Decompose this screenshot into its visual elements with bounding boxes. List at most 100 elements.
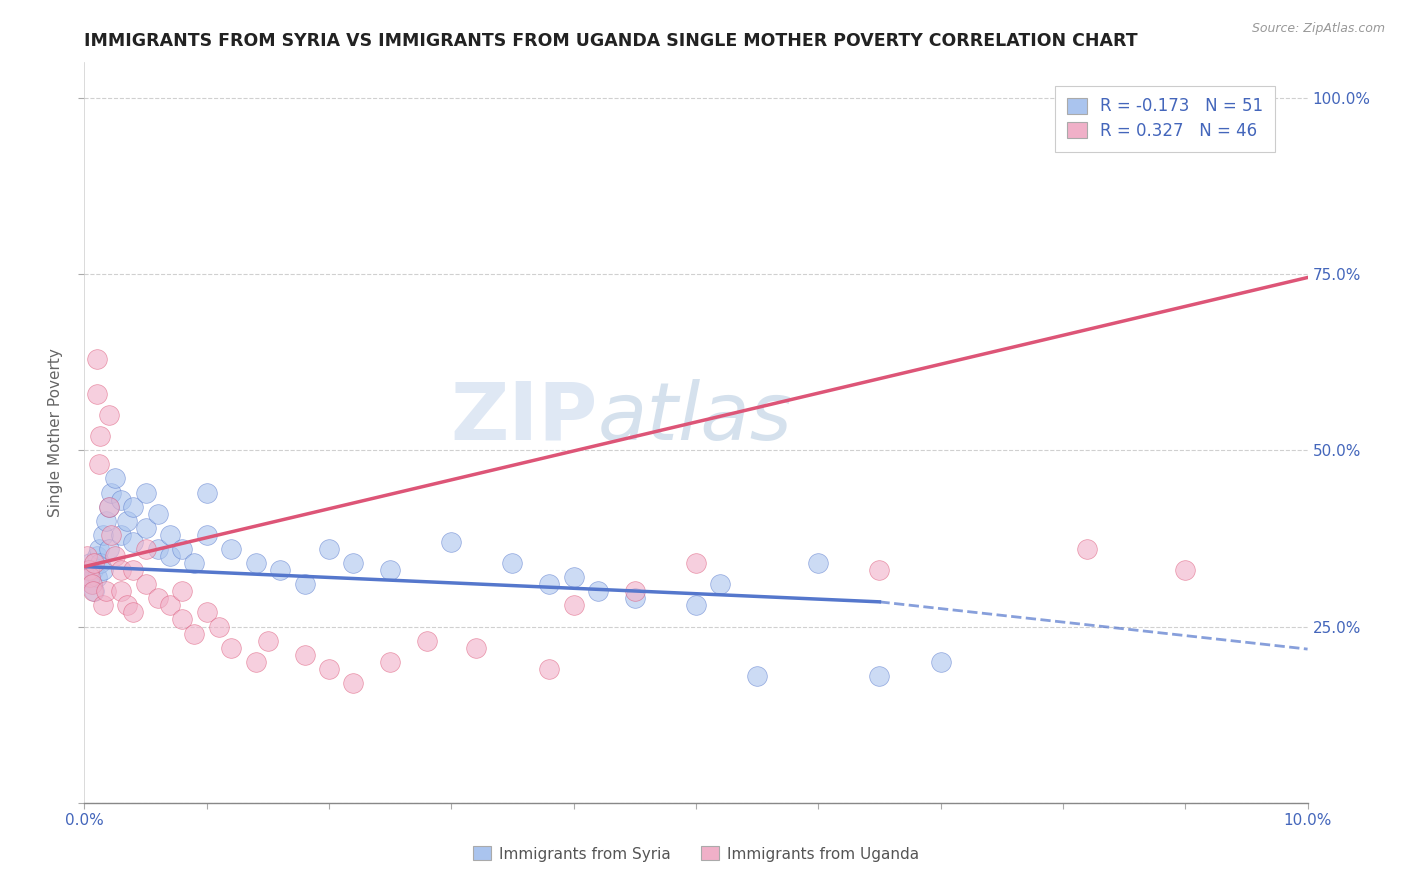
Point <box>135 485 157 500</box>
Point <box>146 591 169 606</box>
Point <box>83 584 105 599</box>
Point <box>624 591 647 606</box>
Point <box>76 563 98 577</box>
Point <box>502 556 524 570</box>
Point <box>1174 563 1197 577</box>
Point <box>929 655 952 669</box>
Point <box>100 528 122 542</box>
Point <box>79 570 101 584</box>
Point <box>245 556 267 570</box>
Point <box>135 521 157 535</box>
Point <box>294 577 316 591</box>
Point <box>586 584 609 599</box>
Point <box>80 577 103 591</box>
Point <box>159 599 181 613</box>
Point <box>624 584 647 599</box>
Point <box>91 563 114 577</box>
Point <box>89 429 111 443</box>
Point <box>318 662 340 676</box>
Point <box>342 676 364 690</box>
Point <box>96 584 118 599</box>
Point <box>685 599 707 613</box>
Point <box>89 556 111 570</box>
Point <box>77 563 100 577</box>
Point <box>97 408 120 422</box>
Point <box>380 563 402 577</box>
Point <box>96 514 118 528</box>
Point <box>97 541 120 556</box>
Point <box>416 633 439 648</box>
Point <box>122 500 145 514</box>
Point <box>562 599 585 613</box>
Point <box>110 528 132 542</box>
Point <box>110 563 132 577</box>
Point <box>86 351 108 366</box>
Point <box>208 619 231 633</box>
Point <box>685 556 707 570</box>
Point <box>82 563 104 577</box>
Point <box>135 541 157 556</box>
Point <box>869 669 891 683</box>
Point <box>146 541 169 556</box>
Point <box>183 556 205 570</box>
Point <box>172 541 194 556</box>
Point <box>87 541 110 556</box>
Point <box>86 549 108 563</box>
Point <box>538 662 561 676</box>
Point <box>464 640 486 655</box>
Point <box>97 500 120 514</box>
Point <box>97 500 120 514</box>
Point <box>562 570 585 584</box>
Y-axis label: Single Mother Poverty: Single Mother Poverty <box>48 348 63 517</box>
Point <box>77 570 100 584</box>
Text: atlas: atlas <box>598 379 793 457</box>
Point <box>318 541 340 556</box>
Text: IMMIGRANTS FROM SYRIA VS IMMIGRANTS FROM UGANDA SINGLE MOTHER POVERTY CORRELATIO: IMMIGRANTS FROM SYRIA VS IMMIGRANTS FROM… <box>84 32 1137 50</box>
Point <box>380 655 402 669</box>
Point <box>709 577 731 591</box>
Point <box>122 606 145 620</box>
Point <box>115 599 138 613</box>
Point <box>195 485 218 500</box>
Point <box>440 535 463 549</box>
Point <box>79 556 101 570</box>
Point <box>122 563 145 577</box>
Point <box>91 528 114 542</box>
Point <box>183 626 205 640</box>
Point <box>195 528 218 542</box>
Point <box>100 485 122 500</box>
Point <box>82 584 104 599</box>
Point <box>294 648 316 662</box>
Point <box>86 570 108 584</box>
Point <box>80 577 103 591</box>
Text: ZIP: ZIP <box>451 379 598 457</box>
Point <box>342 556 364 570</box>
Point <box>159 528 181 542</box>
Point <box>219 640 242 655</box>
Point <box>135 577 157 591</box>
Point <box>110 584 132 599</box>
Point <box>110 492 132 507</box>
Point <box>869 563 891 577</box>
Point <box>245 655 267 669</box>
Point <box>257 633 280 648</box>
Point <box>87 458 110 472</box>
Point <box>115 514 138 528</box>
Point <box>104 549 127 563</box>
Point <box>91 599 114 613</box>
Point <box>172 612 194 626</box>
Point <box>269 563 291 577</box>
Point <box>146 507 169 521</box>
Point <box>172 584 194 599</box>
Point <box>76 549 98 563</box>
Point <box>219 541 242 556</box>
Point <box>1076 541 1098 556</box>
Point <box>83 556 105 570</box>
Point <box>122 535 145 549</box>
Point <box>159 549 181 563</box>
Legend: Immigrants from Syria, Immigrants from Uganda: Immigrants from Syria, Immigrants from U… <box>465 838 927 869</box>
Point <box>538 577 561 591</box>
Point <box>747 669 769 683</box>
Text: Source: ZipAtlas.com: Source: ZipAtlas.com <box>1251 22 1385 36</box>
Point <box>104 471 127 485</box>
